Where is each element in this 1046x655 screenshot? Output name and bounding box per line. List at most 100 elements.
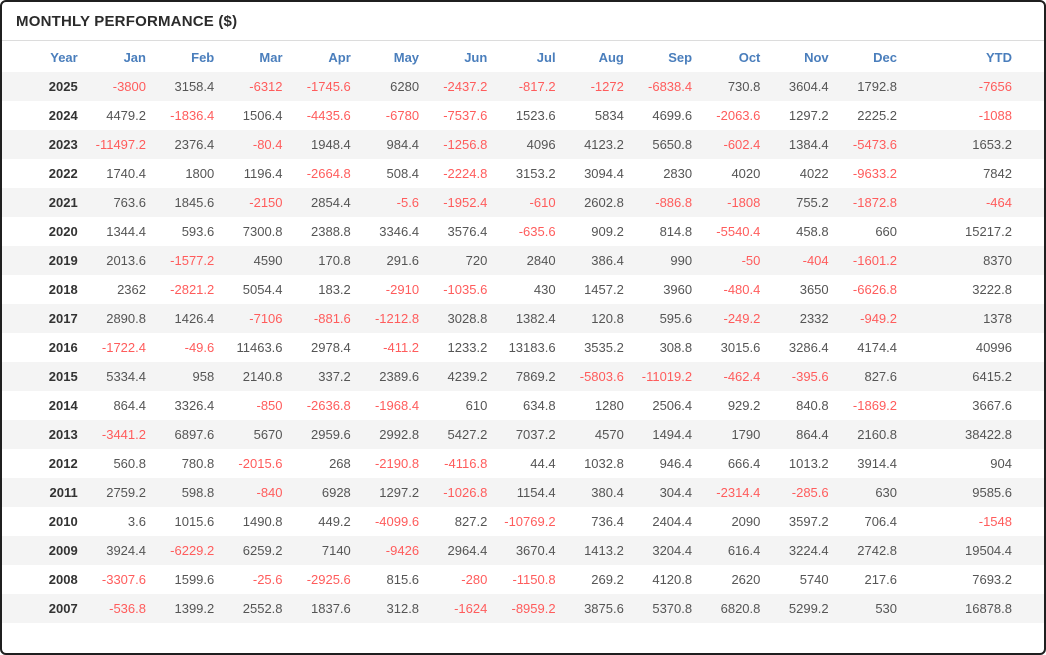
column-header-sep: Sep [668,50,693,65]
value-cell: 946.4 [659,456,693,471]
value-cell: 3158.4 [174,79,215,94]
value-cell: -1872.8 [852,195,898,210]
value-cell: 6280 [390,79,420,94]
value-cell: 909.2 [591,224,624,239]
value-cell: -817.2 [518,79,556,94]
value-cell: 183.2 [318,282,351,297]
value-cell: 1800 [185,166,215,181]
value-cell: 2959.6 [311,427,351,442]
value-cell: 2404.4 [652,514,693,529]
ytd-cell: 3222.8 [972,282,1012,297]
table-row: 2011 2759.2 598.8 -840 6928 1297.2 -1026.8 1154… [2,478,1044,507]
value-cell: 958 [192,369,215,384]
value-cell: -11497.2 [95,137,146,152]
value-cell: -4099.6 [374,514,420,529]
table-row: 2018 2362 -2821.2 5054.4 183.2 -2910 -1035.6 43… [2,275,1044,304]
value-cell: -9633.2 [852,166,898,181]
value-cell: 1506.4 [242,108,283,123]
value-cell: 6897.6 [174,427,215,442]
value-cell: -404 [802,253,829,268]
value-cell: -610 [529,195,556,210]
value-cell: 2506.4 [652,398,693,413]
ytd-cell: -1548 [978,514,1012,529]
table-row: 2022 1740.4 1800 1196.4 -2664.8 508.4 -2224.8 3… [2,159,1044,188]
ytd-cell: 40996 [975,340,1012,355]
table-row: 2009 3924.4 -6229.2 6259.2 7140 -9426 2964.4 36… [2,536,1044,565]
column-header-may: May [393,50,420,65]
value-cell: 5054.4 [242,282,283,297]
value-cell: 1494.4 [652,427,693,442]
value-cell: 2389.6 [379,369,420,384]
table-row: 2012 560.8 780.8 -2015.6 268 -2190.8 -4116.8 44… [2,449,1044,478]
value-cell: -7537.6 [443,108,488,123]
value-cell: 308.8 [659,340,693,355]
value-cell: 170.8 [318,253,351,268]
year-cell: 2023 [48,137,78,152]
ytd-cell: 9585.6 [972,485,1012,500]
ytd-cell: 38422.8 [965,427,1012,442]
value-cell: 4022 [799,166,829,181]
value-cell: 736.4 [591,514,624,529]
value-cell: 1523.6 [515,108,556,123]
value-cell: 2362 [117,282,146,297]
value-cell: -635.6 [518,224,556,239]
value-cell: 2552.8 [242,601,283,616]
value-cell: -840 [256,485,283,500]
value-cell: 840.8 [796,398,829,413]
value-cell: 2890.8 [106,311,146,326]
value-cell: 7140 [321,543,351,558]
year-cell: 2017 [48,311,78,326]
year-cell: 2016 [48,340,78,355]
value-cell: -3307.6 [101,572,146,587]
value-cell: 3576.4 [447,224,488,239]
value-cell: -6229.2 [170,543,215,558]
value-cell: 291.6 [386,253,420,268]
value-cell: 1032.8 [584,456,624,471]
value-cell: -8959.2 [511,601,556,616]
value-cell: 217.6 [864,572,898,587]
table-row: 2014 864.4 3326.4 -850 -2636.8 -1968.4 610 634.… [2,391,1044,420]
year-cell: 2022 [48,166,78,181]
value-cell: -6312 [249,79,283,94]
value-cell: 2140.8 [242,369,283,384]
value-cell: 1457.2 [584,282,624,297]
value-cell: 1196.4 [243,166,283,181]
value-cell: 1344.4 [106,224,146,239]
value-cell: -11019.2 [641,369,693,384]
value-cell: 666.4 [727,456,761,471]
value-cell: -5803.6 [579,369,624,384]
value-cell: -25.6 [252,572,283,587]
value-cell: 2160.8 [857,427,898,442]
value-cell: -1808 [727,195,761,210]
value-cell: 1837.6 [311,601,351,616]
value-cell: 5427.2 [447,427,488,442]
table-row: 2010 3.6 1015.6 1490.8 449.2 -4099.6 827.2 -107… [2,507,1044,536]
value-cell: 1297.2 [379,485,420,500]
ytd-cell: 7693.2 [972,572,1012,587]
ytd-cell: -1088 [978,108,1012,123]
year-cell: 2018 [48,282,78,297]
value-cell: -886.8 [655,195,693,210]
value-cell: 2388.8 [311,224,351,239]
value-cell: 3924.4 [106,543,146,558]
value-cell: -1577.2 [170,253,215,268]
value-cell: 5299.2 [788,601,829,616]
value-cell: 595.6 [659,311,693,326]
value-cell: -4435.6 [306,108,351,123]
value-cell: -536.8 [109,601,146,616]
value-cell: 269.2 [591,572,624,587]
value-cell: 4479.2 [106,108,146,123]
ytd-cell: -7656 [978,79,1012,94]
year-cell: 2012 [48,456,78,471]
ytd-cell: 904 [990,456,1012,471]
year-cell: 2025 [48,79,78,94]
value-cell: 755.2 [796,195,829,210]
value-cell: 3.6 [127,514,146,529]
value-cell: 304.4 [659,485,693,500]
value-cell: -5540.4 [716,224,761,239]
value-cell: 3326.4 [174,398,215,413]
value-cell: -2015.6 [238,456,283,471]
table-row: 2020 1344.4 593.6 7300.8 2388.8 3346.4 3576.4 -… [2,217,1044,246]
value-cell: 1948.4 [311,137,351,152]
value-cell: -462.4 [723,369,761,384]
